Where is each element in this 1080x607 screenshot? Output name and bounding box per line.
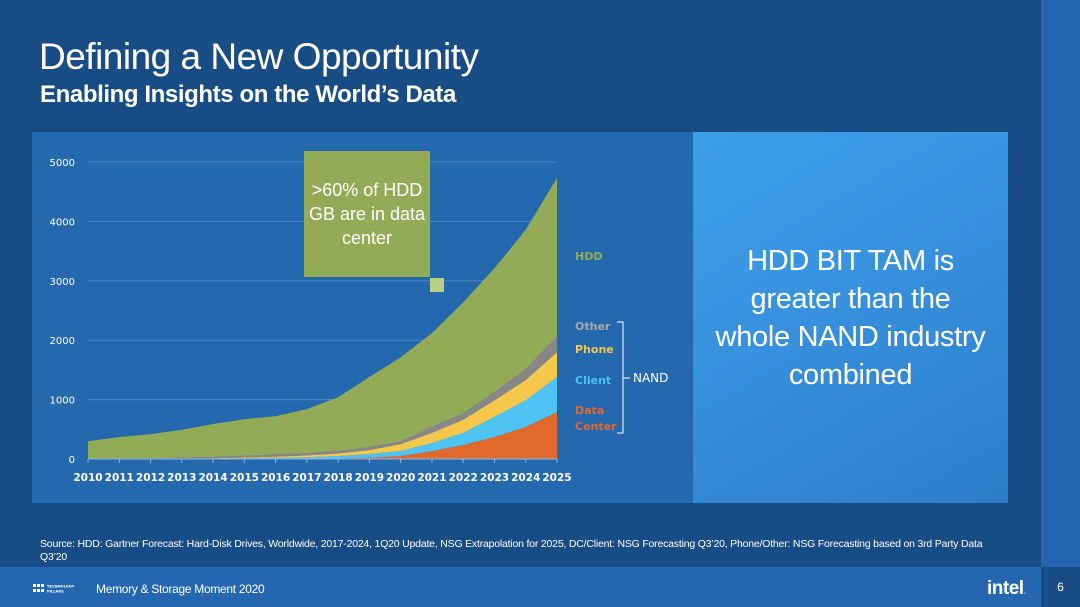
callout-text: HDD BIT TAM is greater than the whole NA… [715, 244, 986, 391]
legend-client: Client [575, 374, 611, 387]
technology-pillars-logo: TECHNOLOGY PILLARS [33, 584, 75, 594]
area-data-center [88, 412, 557, 459]
x-tick-label: 2023 [480, 472, 509, 484]
y-tick-label: 2000 [50, 336, 75, 347]
x-tick-label: 2017 [292, 472, 321, 484]
y-tick-label: 0 [69, 455, 75, 466]
slide-title: Defining a New Opportunity [39, 36, 479, 77]
slide-subtitle: Enabling Insights on the World’s Data [40, 81, 456, 108]
footer-bar [0, 567, 1080, 607]
right-accent-strip [1041, 0, 1080, 567]
x-tick-label: 2016 [261, 472, 290, 484]
pillars-logo-text: TECHNOLOGY [47, 585, 75, 589]
legend-nand-group: NAND [633, 371, 668, 385]
callout-panel: HDD BIT TAM is greater than the whole NA… [693, 132, 1008, 503]
x-tick-label: 2024 [511, 472, 540, 484]
area-hdd [88, 178, 557, 459]
source-note: Source: HDD: Gartner Forecast: Hard-Disk… [40, 538, 983, 563]
x-tick-label: 2010 [73, 472, 102, 484]
x-tick-label: 2012 [136, 472, 165, 484]
x-tick-label: 2019 [355, 472, 384, 484]
y-tick-label: 5000 [50, 158, 75, 169]
x-tick-label: 2018 [324, 472, 353, 484]
intel-logo-text: intel [987, 578, 1024, 599]
legend-hdd: HDD [575, 250, 602, 263]
y-tick-label: 3000 [50, 277, 75, 288]
svg-text:PILLARS: PILLARS [47, 590, 64, 594]
legend-data-center-line1: Data [575, 404, 604, 417]
x-tick-label: 2011 [105, 472, 134, 484]
page-number: 6 [1057, 580, 1064, 594]
area-other [88, 336, 557, 459]
x-tick-label: 2014 [198, 472, 227, 484]
y-tick-label: 1000 [50, 396, 75, 407]
area-phone [88, 352, 557, 459]
x-tick-label: 2015 [230, 472, 259, 484]
y-tick-label: 4000 [50, 217, 75, 228]
annotation-text: >60% of HDD GB are in data center [308, 180, 426, 248]
nand-bracket [617, 321, 630, 434]
annotation-marker [430, 278, 444, 292]
footer-event-title: Memory & Storage Moment 2020 [96, 582, 265, 596]
x-tick-label: 2022 [449, 472, 478, 484]
x-tick-label: 2021 [417, 472, 446, 484]
intel-logo: intel. [987, 578, 1026, 599]
legend-other: Other [575, 320, 611, 333]
x-tick-label: 2013 [167, 472, 196, 484]
x-tick-label: 2020 [386, 472, 415, 484]
annotation-box: >60% of HDD GB are in data center [304, 151, 430, 277]
legend-data-center-line2: Center [575, 420, 617, 433]
x-tick-label: 2025 [542, 472, 571, 484]
legend-phone: Phone [575, 343, 614, 356]
page-number-box: 6 [1041, 567, 1080, 607]
